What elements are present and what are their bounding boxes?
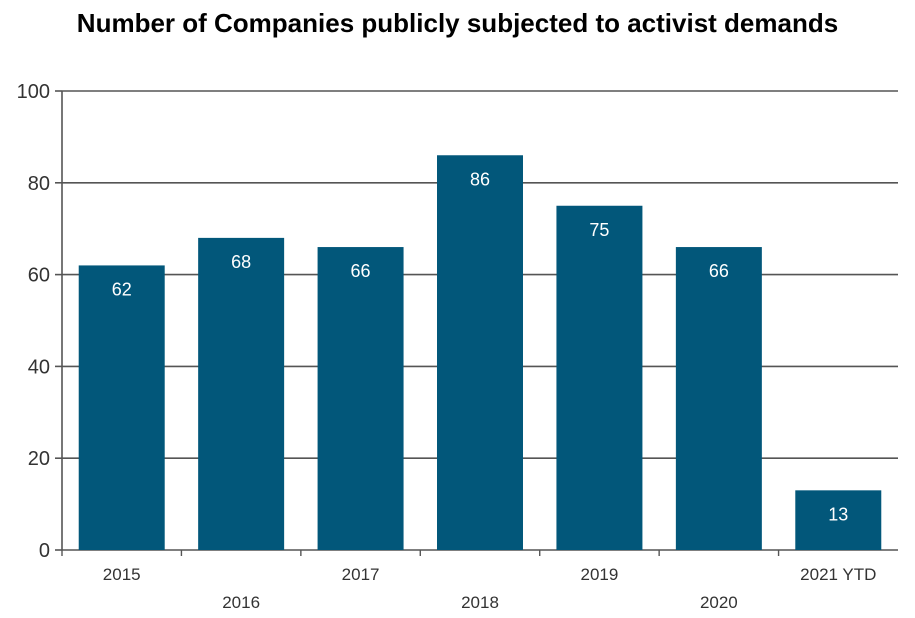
bars bbox=[78, 155, 882, 550]
x-tick-label: 2021 YTD bbox=[800, 565, 876, 584]
y-tick-label: 80 bbox=[28, 173, 50, 195]
bar-2019 bbox=[556, 205, 643, 550]
bar-2020 bbox=[675, 247, 762, 550]
x-tick-label: 2020 bbox=[700, 593, 738, 612]
bar-2016 bbox=[198, 237, 285, 550]
bar-2017 bbox=[317, 247, 404, 550]
x-tick-label: 2019 bbox=[581, 565, 619, 584]
data-label: 62 bbox=[112, 279, 132, 299]
chart-title: Number of Companies publicly subjected t… bbox=[76, 8, 839, 38]
x-tick-label: 2017 bbox=[342, 565, 380, 584]
data-label: 13 bbox=[828, 504, 848, 524]
data-label: 66 bbox=[709, 261, 729, 281]
data-label: 86 bbox=[470, 169, 490, 189]
x-tick-label: 2018 bbox=[461, 593, 499, 612]
bar-2015 bbox=[78, 265, 165, 550]
data-label: 75 bbox=[589, 220, 609, 240]
bar-2018 bbox=[437, 155, 523, 550]
x-tick-label: 2015 bbox=[103, 565, 141, 584]
y-tick-label: 40 bbox=[28, 356, 50, 378]
y-tick-label: 60 bbox=[28, 265, 50, 287]
data-label: 68 bbox=[231, 252, 251, 272]
labels: 0 20 40 60 80 100 2015 62 2016 68 2017 66 2018 86 2019… bbox=[17, 81, 877, 612]
bar-2021-ytd bbox=[795, 490, 882, 550]
data-label: 66 bbox=[351, 261, 371, 281]
y-tick-label: 0 bbox=[39, 540, 50, 562]
y-tick-label: 20 bbox=[28, 448, 50, 470]
y-tick-label: 100 bbox=[17, 81, 50, 103]
x-tick-label: 2016 bbox=[222, 593, 260, 612]
